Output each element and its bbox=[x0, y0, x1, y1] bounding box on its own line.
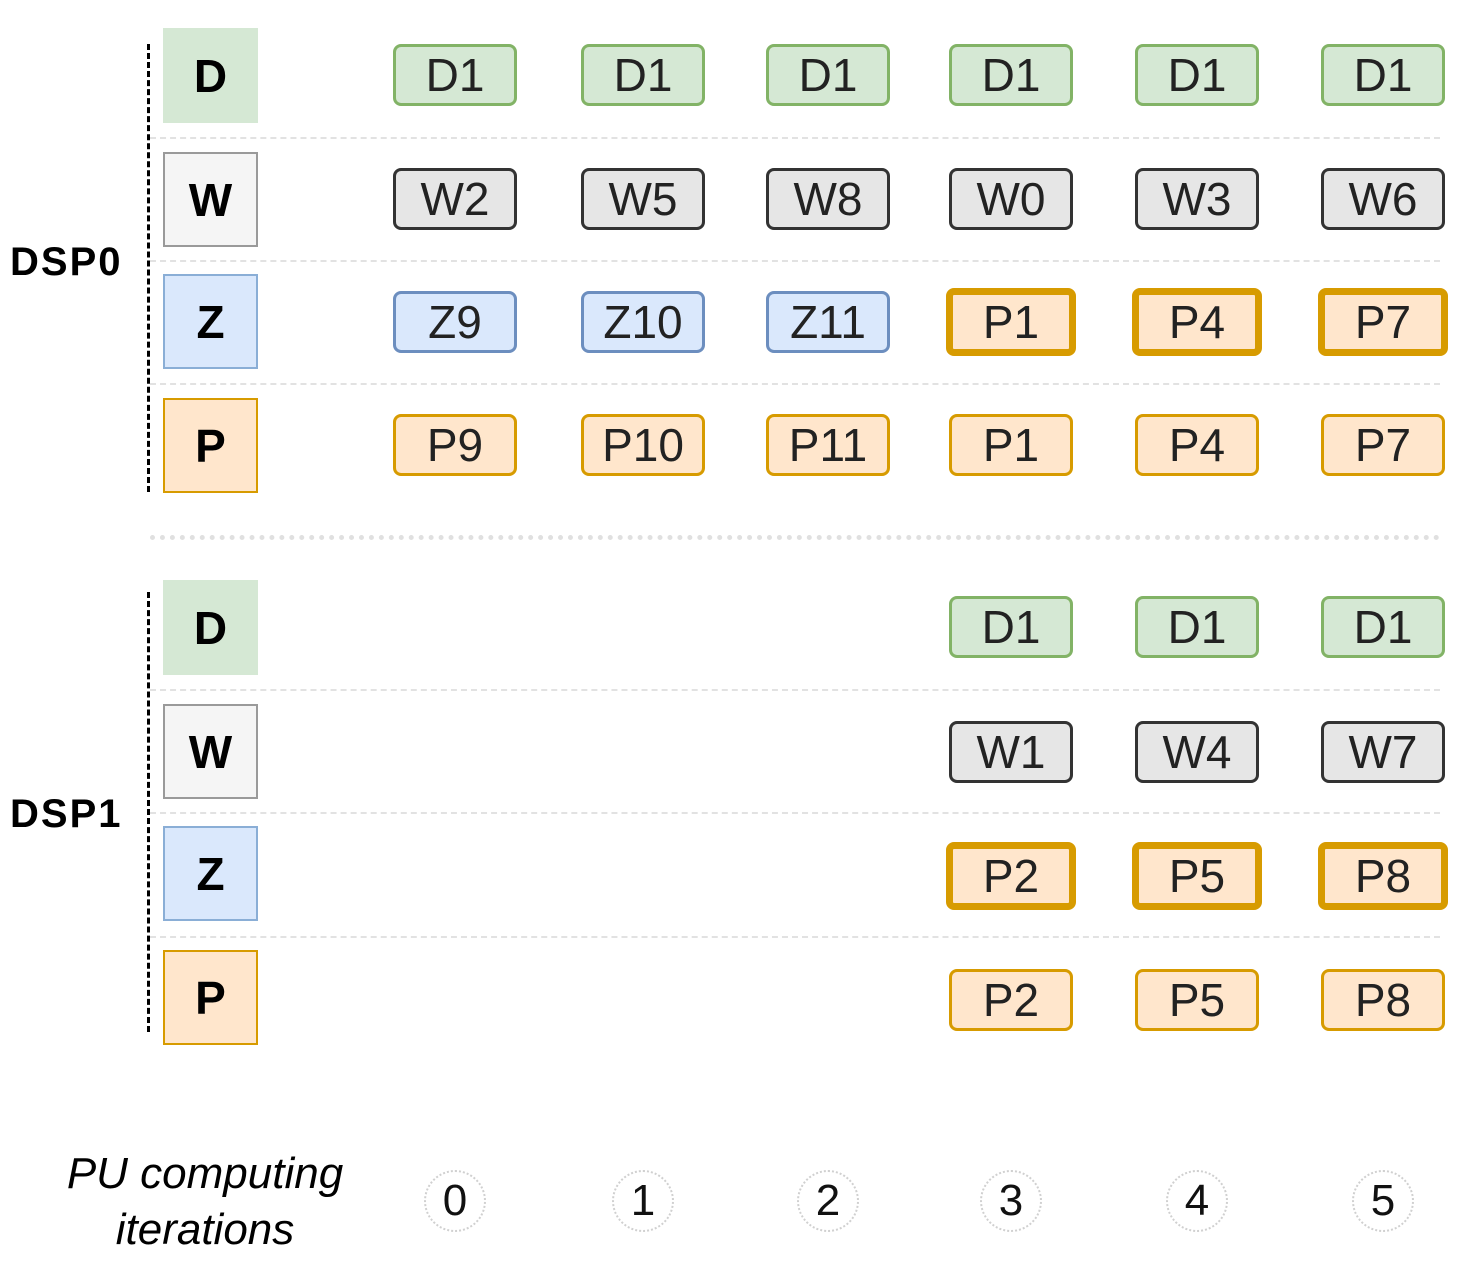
task-cell-d-d1: D1 bbox=[766, 44, 890, 106]
task-cell-z-z9: Z9 bbox=[393, 291, 517, 353]
task-cell-d-d1: D1 bbox=[949, 44, 1073, 106]
task-cell-z-z10: Z10 bbox=[581, 291, 705, 353]
lane-header-d: D bbox=[163, 580, 258, 675]
task-cell-w-w7: W7 bbox=[1321, 721, 1445, 783]
task-cell-p-p7: P7 bbox=[1321, 414, 1445, 476]
group-bracket-dsp1 bbox=[147, 592, 150, 1032]
iteration-marker-3: 3 bbox=[980, 1170, 1042, 1232]
task-cell-p-p2: P2 bbox=[949, 969, 1073, 1031]
task-cell-p-p4: P4 bbox=[1135, 414, 1259, 476]
group-label-dsp1: DSP1 bbox=[10, 792, 123, 836]
row-separator bbox=[150, 260, 1440, 262]
row-separator bbox=[150, 137, 1440, 139]
lane-header-z: Z bbox=[163, 274, 258, 369]
task-cell-d-d1: D1 bbox=[1135, 44, 1259, 106]
task-cell-d-d1: D1 bbox=[949, 596, 1073, 658]
lane-header-d: D bbox=[163, 28, 258, 123]
task-cell-p-p5: P5 bbox=[1135, 969, 1259, 1031]
task-cell-w-w0: W0 bbox=[949, 168, 1073, 230]
task-cell-p-p9: P9 bbox=[393, 414, 517, 476]
task-cell-w-w8: W8 bbox=[766, 168, 890, 230]
row-separator bbox=[150, 689, 1440, 691]
axis-title: PU computing iterations bbox=[20, 1146, 390, 1258]
lane-header-w: W bbox=[163, 152, 258, 247]
task-cell-z-p4: P4 bbox=[1132, 288, 1262, 356]
task-cell-z-z11: Z11 bbox=[766, 291, 890, 353]
iteration-marker-1: 1 bbox=[612, 1170, 674, 1232]
task-cell-p-p8: P8 bbox=[1321, 969, 1445, 1031]
task-cell-d-d1: D1 bbox=[581, 44, 705, 106]
iteration-marker-0: 0 bbox=[424, 1170, 486, 1232]
lane-header-p: P bbox=[163, 950, 258, 1045]
iteration-marker-5: 5 bbox=[1352, 1170, 1414, 1232]
task-cell-p-p11: P11 bbox=[766, 414, 890, 476]
iteration-marker-2: 2 bbox=[797, 1170, 859, 1232]
group-bracket-dsp0 bbox=[147, 44, 150, 492]
lane-header-w: W bbox=[163, 704, 258, 799]
task-cell-w-w5: W5 bbox=[581, 168, 705, 230]
lane-header-z: Z bbox=[163, 826, 258, 921]
iteration-marker-4: 4 bbox=[1166, 1170, 1228, 1232]
task-cell-z-p5: P5 bbox=[1132, 842, 1262, 910]
task-cell-z-p8: P8 bbox=[1318, 842, 1448, 910]
axis-title-line-2: iterations bbox=[115, 1205, 295, 1254]
axis-title-line-1: PU computing bbox=[66, 1149, 344, 1198]
lane-header-p: P bbox=[163, 398, 258, 493]
task-cell-p-p1: P1 bbox=[949, 414, 1073, 476]
task-cell-d-d1: D1 bbox=[1321, 44, 1445, 106]
row-separator bbox=[150, 936, 1440, 938]
task-cell-w-w2: W2 bbox=[393, 168, 517, 230]
task-cell-d-d1: D1 bbox=[1135, 596, 1259, 658]
task-cell-w-w6: W6 bbox=[1321, 168, 1445, 230]
task-cell-p-p10: P10 bbox=[581, 414, 705, 476]
group-separator bbox=[150, 535, 1440, 540]
row-separator bbox=[150, 812, 1440, 814]
task-cell-w-w3: W3 bbox=[1135, 168, 1259, 230]
task-cell-z-p1: P1 bbox=[946, 288, 1076, 356]
task-cell-w-w1: W1 bbox=[949, 721, 1073, 783]
row-separator bbox=[150, 383, 1440, 385]
task-cell-z-p7: P7 bbox=[1318, 288, 1448, 356]
group-label-dsp0: DSP0 bbox=[10, 240, 123, 284]
task-cell-w-w4: W4 bbox=[1135, 721, 1259, 783]
task-cell-d-d1: D1 bbox=[393, 44, 517, 106]
task-cell-z-p2: P2 bbox=[946, 842, 1076, 910]
task-cell-d-d1: D1 bbox=[1321, 596, 1445, 658]
